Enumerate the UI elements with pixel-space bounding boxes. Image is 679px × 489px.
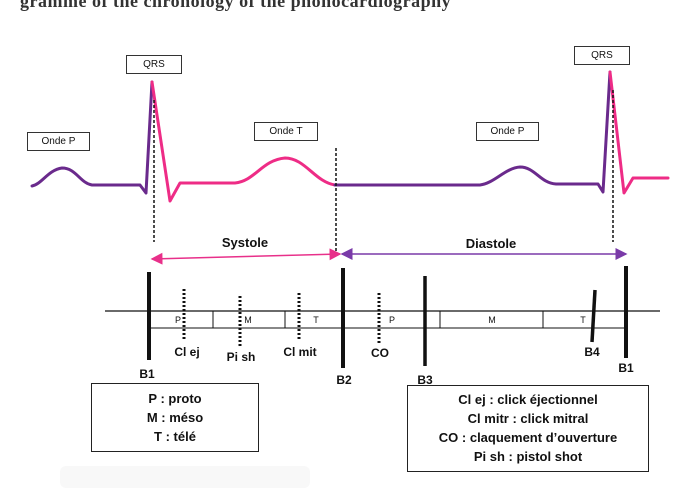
- onde-p-box-1: Onde P: [27, 132, 90, 151]
- b4-label: B4: [584, 345, 600, 359]
- ecg-trace-pink-1: [150, 80, 337, 203]
- ecg-trace-pink-2: [608, 70, 670, 195]
- systole-label: Systole: [222, 235, 268, 250]
- b1-right-label: B1: [618, 361, 634, 375]
- diastole-proto-label: P: [389, 315, 395, 325]
- onde-t-box: Onde T: [254, 122, 318, 141]
- b4-sound-marker: [590, 289, 597, 343]
- legend-item: T : télé: [154, 428, 196, 444]
- legend-item: Cl mitr : click mitral: [467, 411, 589, 426]
- legend-item: CO : claquement d’ouverture: [438, 430, 618, 445]
- systole-proto-label: P: [175, 315, 181, 325]
- diastole-label: Diastole: [466, 236, 517, 251]
- legend-events: Cl ej : click éjectionnel Cl mitr : clic…: [407, 385, 649, 472]
- ecg-trace-purple-1: [30, 80, 154, 195]
- b3-label: B3: [417, 373, 433, 387]
- pistol-shot-label: Pi sh: [227, 350, 256, 364]
- faded-artifact: [60, 466, 310, 488]
- diastole-meso-label: M: [488, 315, 496, 325]
- b1-left-label: B1: [139, 367, 155, 381]
- systole-tele-label: T: [313, 315, 319, 325]
- onde-p-box-2: Onde P: [476, 122, 539, 141]
- legend-item: Cl ej : click éjectionnel: [458, 392, 598, 407]
- legend-item: Pi sh : pistol shot: [473, 449, 583, 464]
- systole-arrow: [150, 248, 342, 265]
- qrs-box-1: QRS: [126, 55, 182, 74]
- click-mitral-label: Cl mit: [283, 345, 316, 359]
- cropped-title-text: gramme of the chronology of the phonocar…: [20, 0, 452, 11]
- ecg-trace-purple-2: [333, 70, 612, 194]
- opening-snap-label: CO: [371, 346, 389, 360]
- legend-subdivisions: P : proto M : méso T : télé: [91, 383, 259, 452]
- click-ejection-label: Cl ej: [174, 345, 199, 359]
- b2-label: B2: [336, 373, 352, 387]
- diastole-tele-label: T: [580, 315, 586, 325]
- systole-meso-label: M: [244, 315, 252, 325]
- cropped-title: gramme of the chronology of the phonocar…: [0, 0, 679, 12]
- legend-item: M : méso: [146, 409, 204, 425]
- qrs-box-2: QRS: [574, 46, 630, 65]
- legend-item: P : proto: [148, 390, 202, 406]
